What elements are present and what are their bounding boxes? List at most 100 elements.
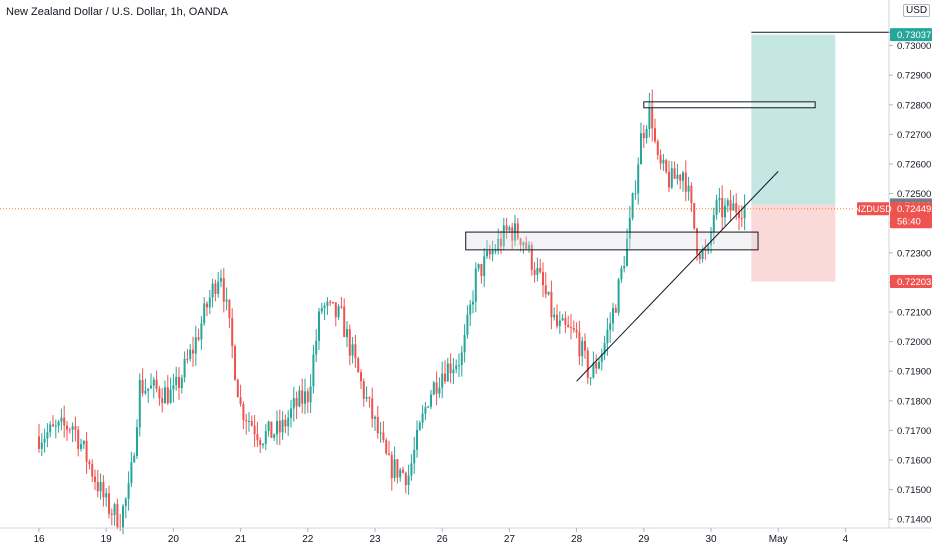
candle-up [113,502,116,526]
candle-body [315,340,318,355]
candle-body [354,344,357,359]
trendline [576,171,779,382]
candle-body [584,340,586,351]
candle-body [217,281,220,294]
candle-down [738,204,740,231]
price-axis[interactable]: 0.71400 0.71500 0.71600 0.71700 0.71800 0.719… [888,0,931,528]
candle-body [690,185,693,204]
candle-down [278,409,281,446]
candle-body [102,481,105,498]
candle-body [122,506,124,529]
candle-up [416,420,418,458]
candle-body [155,379,158,389]
candle-body [508,227,511,231]
candle-body [357,358,360,373]
candle-body [60,417,63,422]
candle-up [460,345,463,377]
candle-body [360,372,362,382]
candle-down [584,333,586,359]
candle-body [724,205,726,218]
price-tick-label: 0.71600 [897,456,931,467]
candle-body [446,363,449,382]
candle-up [138,373,141,437]
candle-body [488,250,491,255]
candle-up [292,386,295,422]
candle-body [278,420,281,433]
candle-down [259,437,262,454]
candle-down [301,378,304,414]
candle-down [155,370,158,393]
candle-down [284,414,287,433]
candle-body [332,301,334,303]
candle-up [536,257,539,282]
candle-body [211,283,214,298]
support-zone [465,231,759,251]
candle-up [262,442,264,449]
time-axis[interactable]: 16 19 20 21 22 23 26 27 28 29 30 May 4 [0,527,932,545]
candle-body [214,283,217,294]
candle-down [690,182,693,213]
candle-up [281,411,284,440]
candle-up [600,348,603,371]
candle-down [371,387,374,428]
candle-body [267,421,270,432]
candle-up [150,373,152,389]
candle-body [116,504,119,528]
candle-up [133,452,136,464]
candle-body [382,432,385,441]
candle-down [654,118,656,144]
candle-down [614,304,617,314]
candle-down [388,440,390,456]
candle-body [256,434,259,441]
candle-body [427,406,430,408]
currency-badge[interactable]: USD [903,4,931,17]
candle-body [368,397,371,399]
candle-body [99,481,102,492]
candle-up [164,380,166,404]
candle-up [637,157,640,205]
candle-body [166,387,169,404]
candle-up [217,271,220,298]
candle-up [82,440,85,450]
candle-up [393,446,396,482]
candle-up [710,226,712,254]
candle-body [186,358,189,360]
candle-down [110,508,113,526]
candle-body [449,363,452,374]
drawings-layer[interactable] [0,31,903,382]
candle-body [270,421,273,438]
candle-up [49,421,52,438]
candle-down [250,415,253,427]
candle-body [96,481,99,492]
candle-up [225,287,228,311]
candle-up [326,297,329,315]
candle-up [682,170,684,192]
tp-price-label-bg [890,28,932,42]
candle-down [556,304,558,329]
candle-down [158,386,161,406]
candle-up [248,412,250,432]
candle-body [88,461,91,465]
candle-body [444,373,446,382]
candle-body [634,193,637,195]
candle-down [390,451,393,491]
candle-body [130,462,133,484]
candle-up [407,464,410,495]
candle-body [337,306,340,318]
candle-body [631,193,634,219]
candle-up [172,373,175,403]
candle-up [144,378,147,395]
candle-body [234,346,236,380]
candle-down [595,354,598,375]
candle-body [502,225,505,247]
candle-up [410,454,413,481]
candle-body [253,425,256,435]
candle-body [320,308,323,312]
resistance-zone [643,101,816,109]
time-tick-label: 29 [638,534,650,545]
candle-up [318,307,320,350]
candle-body [735,203,738,213]
candle-down [530,242,533,276]
candle-down [197,328,200,342]
